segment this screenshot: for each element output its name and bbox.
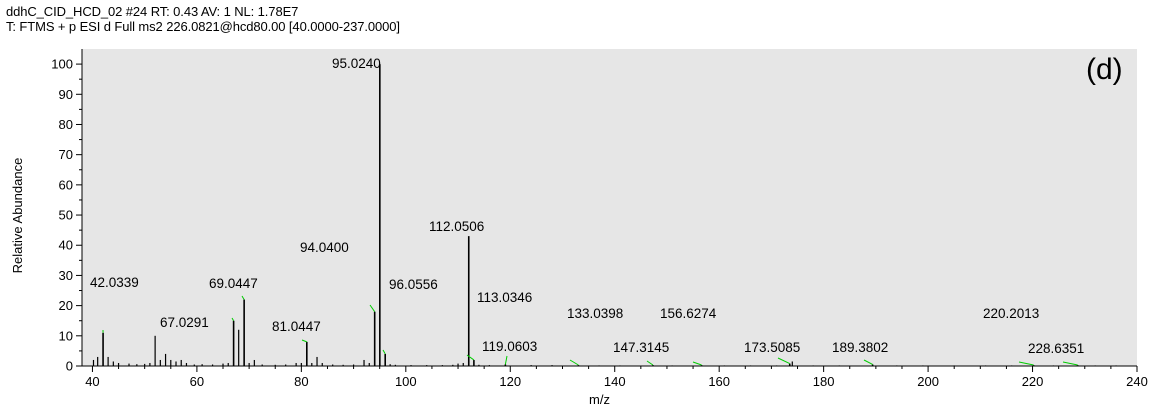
peak-label-94.0400: 94.0400 [300,240,349,255]
y-tick-label: 60 [59,177,73,192]
scan-header-line-1: ddhC_CID_HCD_02 #24 RT: 0.43 AV: 1 NL: 1… [6,4,299,19]
peak-label-69.0447: 69.0447 [209,276,258,291]
peak-label-119.0603: 119.0603 [482,339,537,354]
scan-header-line-2: T: FTMS + p ESI d Full ms2 226.0821@hcd8… [6,19,400,34]
peak-label-147.3145: 147.3145 [613,340,669,355]
x-tick-label: 220 [1022,374,1044,389]
x-tick-label: 120 [499,374,521,389]
leader-line-113.0346 [466,354,475,361]
y-tick-label: 90 [59,87,73,102]
y-tick-label: 20 [59,298,73,313]
axes-layer: 40 60 80 100 120 140 160 180 200 220 240 0 10 20 30 40 5… [51,49,1148,389]
peak-label-189.3802: 189.3802 [832,340,888,355]
peak-label-112.0506: 112.0506 [429,219,484,234]
x-tick-label: 240 [1126,374,1148,389]
peak-label-156.6274: 156.6274 [660,306,717,321]
leader-line-156.6274 [692,361,702,366]
leader-line-147.3145 [646,360,654,366]
peak-label-95.0240: 95.0240 [332,56,381,71]
peak-label-81.0447: 81.0447 [272,319,321,334]
leader-lines-layer [102,295,1078,366]
x-tick-label: 160 [708,374,730,389]
peak-label-67.0291: 67.0291 [160,315,209,330]
x-tick-label: 140 [604,374,626,389]
x-tick-label: 60 [190,374,204,389]
y-axis-title: Relative Abundance [10,158,25,274]
leader-line-67.0291 [231,317,235,321]
leader-line-133.0398 [569,359,579,366]
x-axis-title: m/z [589,392,610,407]
y-tick-label: 100 [51,57,73,72]
panel-label: (d) [1086,53,1123,86]
leader-line-81.0447 [301,339,307,343]
x-tick-label: 100 [395,374,417,389]
y-tick-label: 50 [59,208,73,223]
leader-line-173.5085 [777,357,790,365]
peak-label-173.5085: 173.5085 [744,340,800,355]
x-tick-label: 40 [85,374,99,389]
y-tick-label: 70 [59,147,73,162]
leader-line-94.0400 [369,304,376,312]
leader-line-189.3802 [863,359,873,365]
leader-line-96.0556 [382,349,386,355]
peak-label-228.6351: 228.6351 [1028,341,1084,356]
peak-label-42.0339: 42.0339 [90,275,139,290]
leader-line-228.6351 [1062,361,1078,366]
peak-label-113.0346: 113.0346 [477,290,532,305]
y-tick-label: 40 [59,238,73,253]
x-tick-label: 200 [917,374,939,389]
peak-label-96.0556: 96.0556 [389,277,438,292]
leader-line-220.2013 [1018,361,1034,366]
y-tick-label: 30 [59,268,73,283]
leader-line-69.0447 [241,295,245,300]
peak-label-133.0398: 133.0398 [567,306,623,321]
x-tick-label: 180 [813,374,835,389]
leader-line-119.0603 [504,355,508,365]
y-tick-label: 80 [59,117,73,132]
peak-label-220.2013: 220.2013 [983,306,1039,321]
y-tick-label: 10 [59,328,73,343]
plot-area [82,49,1137,366]
x-tick-label: 80 [294,374,308,389]
peak-labels-layer: 42.0339 67.0291 69.0447 81.0447 94.0400 95.02… [90,56,1084,356]
y-tick-label: 0 [66,359,73,374]
